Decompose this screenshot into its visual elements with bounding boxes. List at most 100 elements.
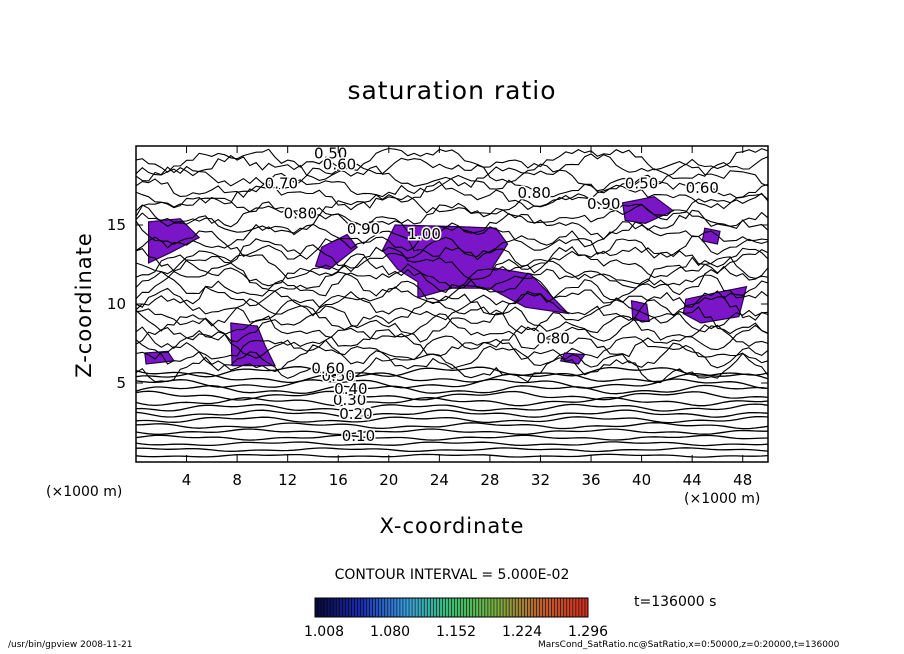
saturated-region xyxy=(314,233,359,270)
colorbar-segment xyxy=(342,598,346,617)
contour-line xyxy=(135,230,769,261)
saturated-region xyxy=(701,227,721,245)
x-tick-label: 24 xyxy=(430,471,449,489)
contour-label: 0.90 xyxy=(587,195,620,213)
contour-line xyxy=(135,236,769,274)
colorbar-segment xyxy=(333,598,337,617)
x-axis-ticks: 4 8 12 16 20 24 28 32 36 40 44 48 xyxy=(182,146,752,489)
colorbar-segment xyxy=(436,598,440,617)
colorbar-segment xyxy=(518,598,522,617)
contour-line xyxy=(135,324,769,359)
colorbar-segment xyxy=(472,598,477,617)
colorbar-segment xyxy=(454,598,458,617)
contour-label: 0.60 xyxy=(311,359,344,377)
colorbar-segment xyxy=(493,598,498,617)
colorbar-segment xyxy=(575,598,580,617)
contour-line xyxy=(135,403,769,412)
colorbar-segment xyxy=(536,598,540,617)
colorbar-segment xyxy=(581,598,586,617)
colorbar-segment xyxy=(533,598,537,617)
contour-line xyxy=(135,342,769,376)
contour-line xyxy=(135,390,769,401)
x-tick-label: 48 xyxy=(733,471,752,489)
contour-labels: 0.100.200.300.400.500.600.500.600.700.80… xyxy=(263,143,720,447)
saturated-region xyxy=(230,322,276,367)
colorbar-segment xyxy=(366,598,370,617)
contour-line xyxy=(135,453,769,458)
colorbar-tick-label: 1.296 xyxy=(568,624,608,640)
colorbar-segment xyxy=(430,598,434,617)
y-tick-label: 5 xyxy=(116,374,126,392)
colorbar-segment xyxy=(372,598,376,617)
colorbar-segment xyxy=(357,598,361,617)
colorbar-segment xyxy=(460,598,464,617)
colorbar-segment xyxy=(457,598,461,617)
colorbar-segment xyxy=(412,598,416,617)
contour-line xyxy=(135,313,769,351)
contour-line xyxy=(135,202,769,228)
contour-line xyxy=(135,192,769,221)
colorbar: 1.008 1.080 1.152 1.224 1.296 xyxy=(304,597,608,640)
contour-label: 0.50 xyxy=(625,174,658,192)
colorbar-segment xyxy=(487,598,492,617)
colorbar-segment xyxy=(363,598,367,617)
colorbar-segment xyxy=(463,598,467,617)
colorbar-segment xyxy=(500,598,504,617)
colorbar-segment xyxy=(481,598,486,617)
colorbar-segment xyxy=(478,598,483,617)
contour-label: 0.50 xyxy=(314,144,347,162)
colorbar-segment xyxy=(572,598,577,617)
x-tick-label: 40 xyxy=(632,471,651,489)
contour-line xyxy=(135,147,769,174)
contour-label: 0.80 xyxy=(517,184,550,202)
contour-line xyxy=(135,253,769,289)
contour-label: 0.50 xyxy=(322,367,355,385)
x-tick-label: 28 xyxy=(480,471,499,489)
colorbar-segment xyxy=(451,598,455,617)
contour-label: 0.30 xyxy=(333,391,366,409)
colorbar-segment xyxy=(393,598,398,617)
colorbar-segment xyxy=(315,598,319,617)
colorbar-segment xyxy=(415,598,419,617)
contour-line xyxy=(135,422,769,430)
contour-line xyxy=(136,447,769,453)
colorbar-segment xyxy=(378,598,383,617)
colorbar-segment xyxy=(551,598,555,617)
x-tick-label: 16 xyxy=(329,471,348,489)
y-tick-label: 10 xyxy=(107,295,126,313)
colorbar-segment xyxy=(512,598,516,617)
contour-label: 1.00 xyxy=(407,225,440,243)
colorbar-segment xyxy=(390,598,395,617)
colorbar-segment xyxy=(348,598,352,617)
colorbar-segment xyxy=(433,598,437,617)
contour-label: 0.70 xyxy=(265,174,298,192)
colorbar-segment xyxy=(448,598,452,617)
contour-line xyxy=(135,409,769,418)
contour-line xyxy=(135,335,769,369)
colorbar-segment xyxy=(375,598,379,617)
contour-line xyxy=(135,366,769,378)
time-label: t=136000 s xyxy=(634,594,717,610)
contour-line xyxy=(135,180,769,211)
colorbar-segment xyxy=(490,598,495,617)
colorbar-segment xyxy=(521,598,525,617)
colorbar-segment xyxy=(439,598,443,617)
x-tick-label: 44 xyxy=(683,471,702,489)
y-tick-label: 15 xyxy=(107,216,126,234)
contour-line xyxy=(135,297,769,335)
colorbar-segment xyxy=(469,598,474,617)
colorbar-tick-label: 1.224 xyxy=(502,624,542,640)
x-tick-label: 4 xyxy=(182,471,192,489)
contour-label: 0.10 xyxy=(342,427,375,445)
colorbar-segment xyxy=(406,598,410,617)
colorbar-segment xyxy=(345,598,349,617)
contour-line xyxy=(135,305,769,343)
x-tick-label: 12 xyxy=(278,471,297,489)
colorbar-segment xyxy=(354,598,358,617)
colorbar-frame xyxy=(314,597,589,618)
colorbar-segment xyxy=(387,598,392,617)
contour-line xyxy=(135,384,769,395)
contour-line xyxy=(135,428,768,436)
colorbar-segment xyxy=(318,598,322,617)
